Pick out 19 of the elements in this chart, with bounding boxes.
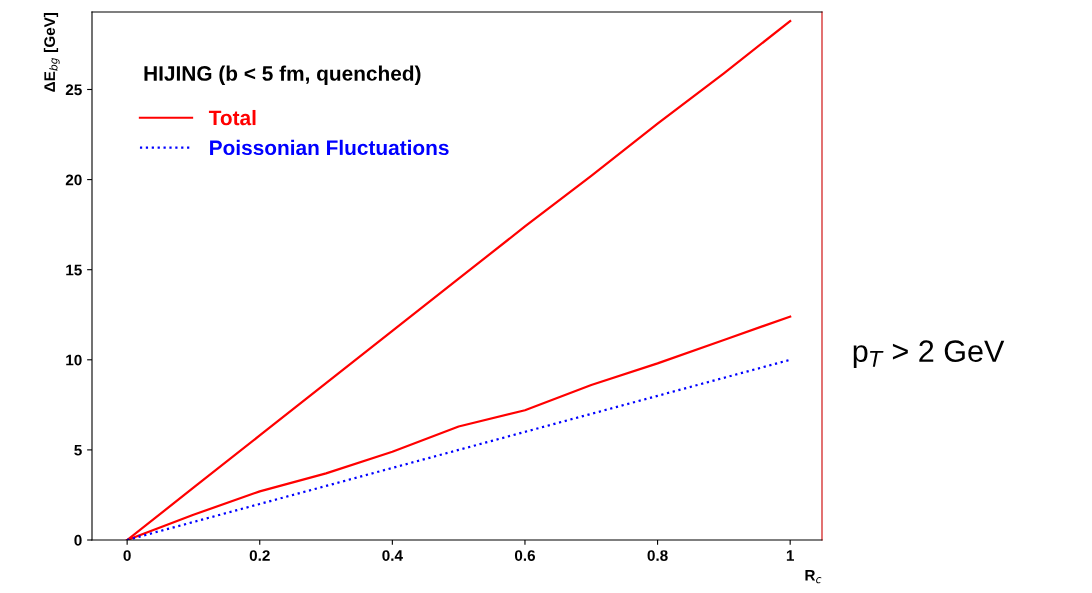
y-tick-label: 25 [65, 84, 82, 96]
x-axis-title: R$_{c}$ [805, 570, 822, 584]
y-tick-label: 20 [65, 174, 82, 186]
text: p$_{T}$ > 2 GeV [853, 340, 1005, 369]
y-tick-label: 10 [66, 354, 82, 366]
annotation: HIJING (b < 5 fm, quenched) [144, 65, 421, 85]
y-axis-title: ΔE$_{bg}$ [GeV] [43, 12, 60, 92]
x-tick-label: 0 [123, 550, 131, 561]
x-tick-label: 0.6 [514, 550, 536, 561]
x-tick-label: 0.2 [249, 550, 270, 561]
line-series [126, 358, 792, 540]
y-tick-label: 0 [74, 534, 82, 546]
x-tick-label: 0.4 [382, 550, 403, 561]
y-tick-label: 5 [74, 444, 82, 456]
legend-label: Poissonian Fluctuations [210, 139, 449, 156]
legend-label: Total [208, 109, 256, 126]
x-tick-label: 1 [786, 550, 794, 561]
y-tick-label: 15 [66, 264, 82, 276]
x-tick-label: 0.8 [647, 550, 668, 561]
